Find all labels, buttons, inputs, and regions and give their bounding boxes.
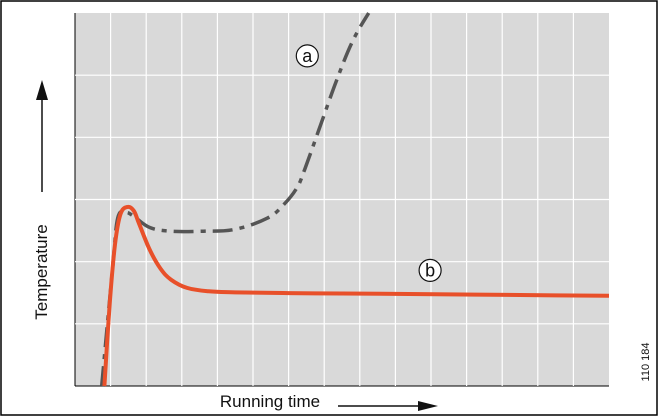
y-axis-label: Temperature	[32, 224, 51, 319]
callout-label: a	[302, 46, 313, 66]
axis-arrows	[36, 80, 438, 411]
annotation-group: ab	[295, 44, 442, 282]
x-axis-arrow	[338, 401, 438, 411]
callout-circle	[418, 258, 442, 282]
callout-label: b	[425, 260, 435, 280]
series-b-line	[102, 204, 610, 387]
series-group	[99, 12, 610, 387]
series-a-callout: a	[295, 44, 319, 68]
series-b-callout: b	[418, 258, 442, 282]
axis-labels: Temperature Running time 110 184	[32, 224, 652, 411]
figure-code: 110 184	[640, 343, 652, 382]
x-axis-label: Running time	[220, 392, 320, 411]
grid	[75, 13, 609, 386]
callout-circle	[295, 44, 319, 68]
y-axis-arrow	[36, 80, 48, 192]
